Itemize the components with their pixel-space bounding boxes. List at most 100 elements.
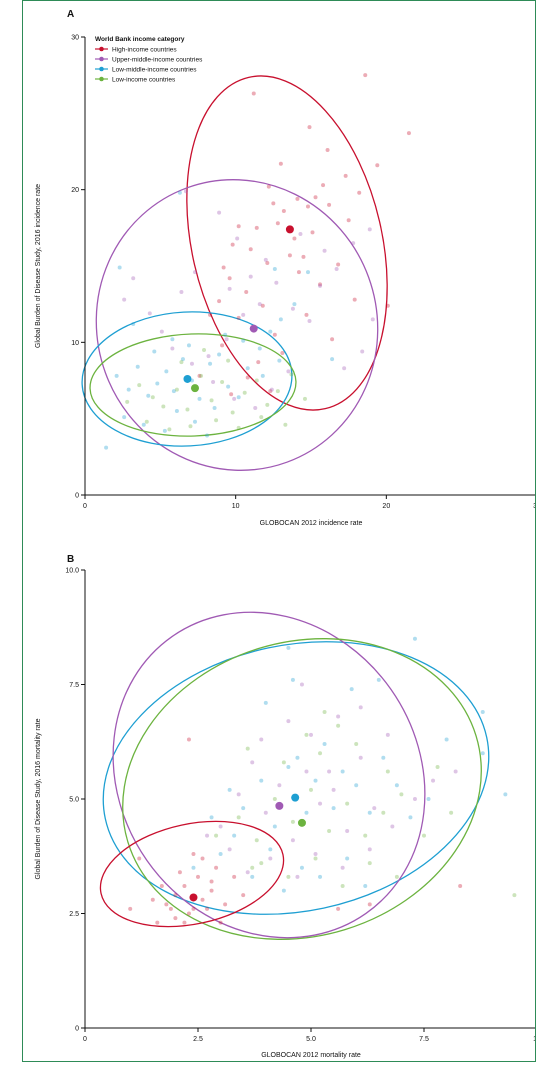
point-a-low-middle [226, 384, 231, 389]
point-b-low [250, 865, 255, 870]
point-b-low-middle [209, 815, 214, 820]
point-b-low [435, 764, 440, 769]
point-a-low [220, 380, 225, 385]
x-tick-label-b: 2.5 [193, 1036, 203, 1043]
point-b-upper-middle [336, 714, 341, 719]
point-a-high [318, 282, 323, 287]
point-a-upper-middle [360, 349, 365, 354]
point-a-upper-middle [217, 210, 222, 215]
legend-label-high: High-income countries [112, 47, 177, 54]
mean-point-a-low-middle [183, 374, 192, 383]
point-a-low-middle [164, 369, 169, 374]
point-a-upper-middle [342, 366, 347, 371]
point-a-high [220, 343, 225, 348]
legend-label-low-middle: Low-middle-income countries [112, 67, 197, 74]
point-a-high [321, 183, 326, 188]
point-a-low-middle [104, 445, 109, 450]
point-b-low-middle [286, 645, 291, 650]
y-tick-label-b: 7.5 [69, 682, 79, 689]
point-a-upper-middle [322, 248, 327, 253]
point-b-high [186, 737, 191, 742]
x-tick-label-b: 5.0 [306, 1036, 316, 1043]
point-b-low-middle [281, 888, 286, 893]
point-b-upper-middle [358, 705, 363, 710]
point-b-low-middle [290, 677, 295, 682]
y-tick-label-a: 30 [71, 35, 79, 42]
panel-b-ylabel: Global Burden of Disease Study, 2016 mor… [35, 718, 42, 879]
point-a-upper-middle [263, 257, 268, 262]
point-a-low-middle [155, 381, 160, 386]
point-a-upper-middle [334, 267, 339, 272]
point-b-low [322, 709, 327, 714]
point-b-low-middle [268, 847, 273, 852]
point-b-low [363, 833, 368, 838]
x-tick-label-b: 10 [533, 1036, 536, 1043]
point-a-low-middle [177, 190, 182, 195]
point-a-high [230, 242, 235, 247]
point-a-low [202, 347, 207, 352]
point-b-low-middle [331, 806, 336, 811]
point-a-upper-middle [269, 387, 274, 392]
point-a-high [265, 260, 270, 265]
panel-a-xlabel: GLOBOCAN 2012 incidence rate [260, 520, 363, 527]
point-a-low [236, 425, 241, 430]
point-b-upper-middle [331, 787, 336, 792]
point-a-high [251, 91, 256, 96]
point-b-low-middle [272, 824, 277, 829]
point-b-high [241, 893, 246, 898]
point-b-low-middle [304, 810, 309, 815]
point-b-upper-middle [431, 778, 436, 783]
y-tick-label-a: 20 [71, 187, 79, 194]
point-b-high [155, 920, 160, 925]
point-b-low-middle [367, 810, 372, 815]
point-b-low-middle [426, 797, 431, 801]
mean-point-b-upper-middle [275, 801, 284, 810]
point-a-low [150, 395, 155, 400]
point-a-upper-middle [370, 317, 375, 322]
point-b-upper-middle [218, 824, 223, 829]
point-b-upper-middle [205, 833, 210, 838]
point-b-upper-middle [304, 769, 309, 774]
point-a-low [161, 404, 166, 409]
point-b-high [232, 874, 237, 879]
ellipse-A-high [186, 75, 388, 411]
point-a-low-middle [268, 329, 273, 334]
legend-item-low: Low-income countries [95, 77, 176, 84]
point-a-high [305, 204, 310, 209]
point-b-high [196, 874, 200, 879]
point-b-high [164, 902, 169, 907]
legend-label-low: Low-income countries [112, 77, 176, 84]
point-b-high [205, 906, 210, 911]
point-b-low-middle [376, 677, 381, 682]
point-b-low [309, 787, 313, 792]
point-a-low-middle [170, 337, 175, 342]
point-a-low [137, 383, 142, 388]
point-b-upper-middle [453, 769, 458, 774]
point-b-high [182, 884, 187, 889]
point-a-high [363, 73, 368, 78]
point-b-upper-middle [318, 801, 323, 806]
point-a-low-middle [208, 361, 213, 366]
point-a-high [301, 254, 306, 259]
mean-point-a-upper-middle [249, 324, 258, 333]
mean-point-a-high [285, 225, 294, 234]
legend-item-low-middle: Low-middle-income countries [95, 67, 197, 74]
point-a-upper-middle [159, 329, 164, 334]
point-b-upper-middle [327, 769, 332, 774]
point-a-upper-middle [274, 280, 279, 285]
point-b-low-middle [241, 806, 246, 811]
point-a-high [197, 373, 202, 378]
panel-b-letter: B [67, 554, 74, 565]
legend: World Bank income category High-income c… [95, 36, 203, 84]
point-a-high [256, 360, 261, 365]
point-a-high [307, 125, 312, 130]
figure-frame [22, 0, 536, 1062]
point-a-upper-middle [122, 297, 127, 302]
point-a-low [302, 396, 307, 401]
point-a-low-middle [257, 346, 262, 351]
point-b-low [385, 769, 390, 774]
point-a-low-middle [141, 422, 146, 427]
point-a-upper-middle [298, 231, 303, 236]
point-b-low-middle [408, 815, 413, 820]
